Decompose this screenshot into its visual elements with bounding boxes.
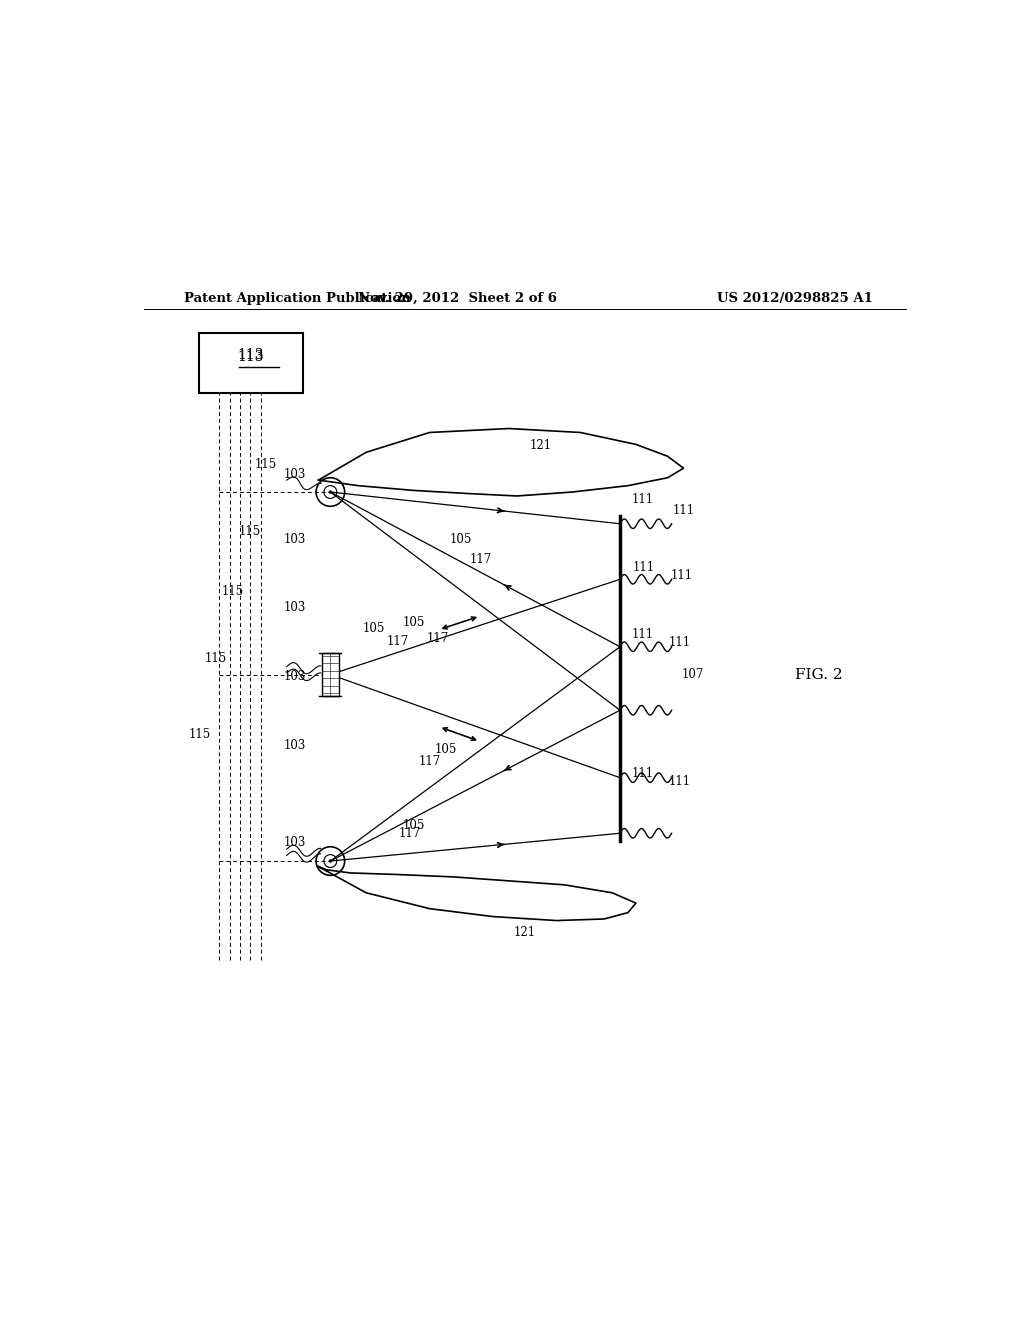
Text: 117: 117 — [470, 553, 493, 566]
Text: 111: 111 — [631, 494, 653, 507]
Text: 111: 111 — [671, 569, 693, 582]
Text: 117: 117 — [387, 635, 409, 648]
Text: 113: 113 — [238, 350, 264, 364]
Text: FIG. 2: FIG. 2 — [795, 668, 843, 681]
Text: Patent Application Publication: Patent Application Publication — [183, 292, 411, 305]
Circle shape — [329, 859, 332, 863]
Text: 115: 115 — [189, 727, 211, 741]
Text: 103: 103 — [284, 671, 306, 684]
Circle shape — [329, 490, 332, 494]
Text: 115: 115 — [221, 585, 244, 598]
Text: 121: 121 — [529, 440, 552, 453]
Text: 105: 105 — [451, 533, 472, 546]
Text: 103: 103 — [284, 533, 306, 546]
Text: 105: 105 — [434, 743, 457, 756]
Text: 121: 121 — [514, 925, 536, 939]
Text: 115: 115 — [255, 458, 278, 471]
Text: 115: 115 — [240, 525, 261, 539]
Bar — [322, 652, 339, 697]
Bar — [200, 333, 303, 393]
Text: 103: 103 — [284, 469, 306, 480]
Text: 103: 103 — [284, 837, 306, 849]
Text: 115: 115 — [205, 652, 227, 665]
Text: 105: 105 — [362, 622, 385, 635]
Text: 103: 103 — [284, 739, 306, 752]
Text: 103: 103 — [284, 601, 306, 614]
Text: US 2012/0298825 A1: US 2012/0298825 A1 — [717, 292, 872, 305]
Text: 105: 105 — [402, 616, 425, 630]
Text: 111: 111 — [669, 636, 690, 649]
Text: 113: 113 — [238, 348, 264, 362]
Text: 117: 117 — [419, 755, 440, 768]
Text: 111: 111 — [633, 561, 655, 574]
Text: 111: 111 — [631, 628, 653, 642]
Text: 111: 111 — [669, 775, 690, 788]
Text: 111: 111 — [673, 504, 694, 516]
Text: 105: 105 — [402, 818, 425, 832]
Text: 117: 117 — [398, 826, 421, 840]
Text: 111: 111 — [631, 767, 653, 780]
Text: 117: 117 — [426, 632, 449, 645]
Text: Nov. 29, 2012  Sheet 2 of 6: Nov. 29, 2012 Sheet 2 of 6 — [357, 292, 557, 305]
Text: 107: 107 — [682, 668, 705, 681]
